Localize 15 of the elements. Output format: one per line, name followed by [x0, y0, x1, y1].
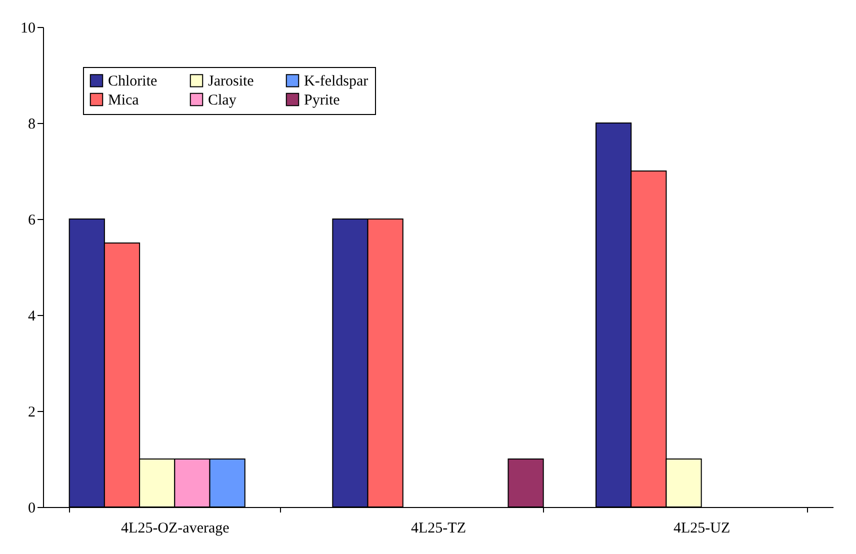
legend-label: Mica — [108, 92, 140, 108]
legend-label: Chlorite — [108, 74, 158, 90]
y-tick-label: 10 — [20, 20, 36, 36]
x-tick-label: 4L25-OZ-average — [121, 520, 230, 536]
y-tick-label: 0 — [28, 500, 36, 516]
x-tick-label: 4L25-TZ — [411, 520, 466, 536]
y-tick-label: 2 — [28, 404, 36, 420]
legend-label: K-feldspar — [304, 74, 368, 90]
y-tick-label: 8 — [28, 116, 36, 132]
x-tick-label: 4L25-UZ — [674, 520, 730, 536]
y-tick-label: 6 — [28, 212, 36, 228]
legend-label: Jarosite — [208, 74, 254, 90]
y-tick-label: 4 — [28, 308, 36, 324]
legend-label: Clay — [208, 92, 237, 108]
legend-label: Pyrite — [304, 92, 340, 108]
